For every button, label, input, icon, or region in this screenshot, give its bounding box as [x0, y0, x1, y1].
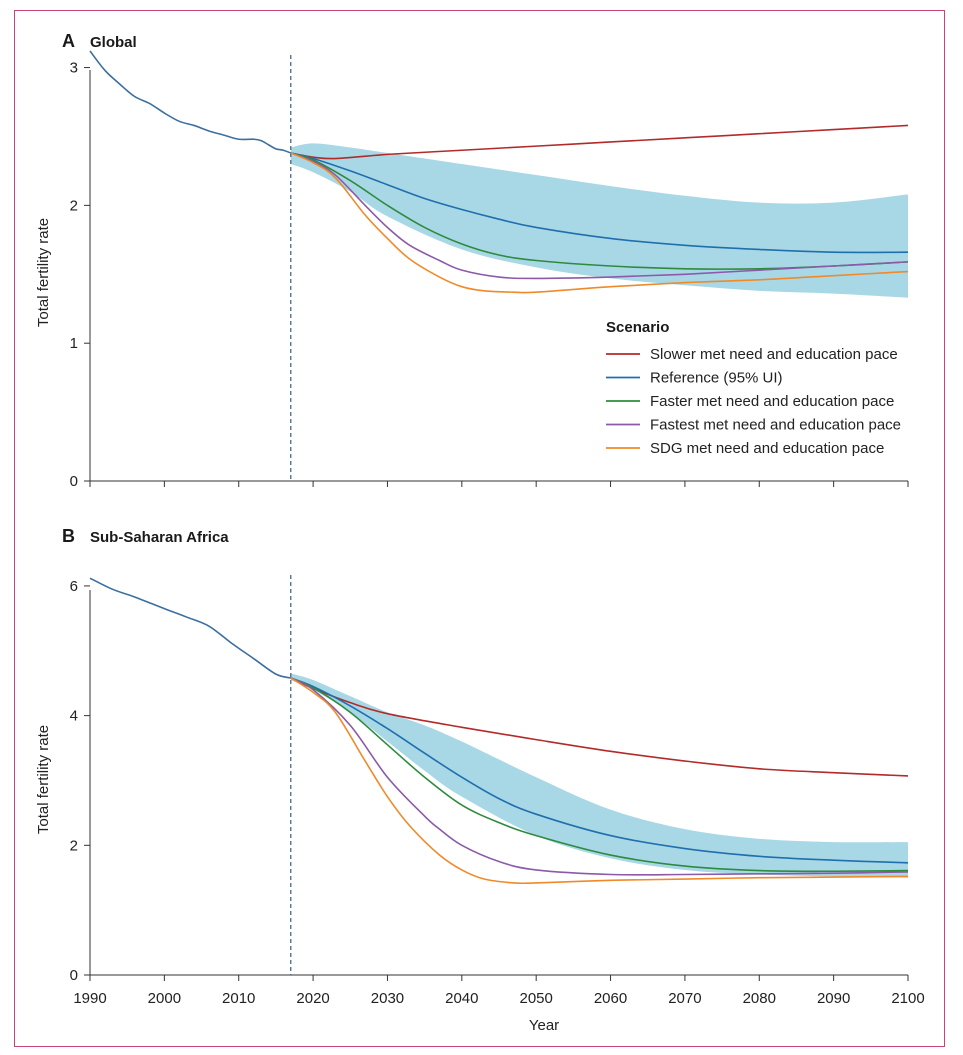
panel-a-series-slower-met-need-and-education-pace	[290, 124, 909, 160]
panel-b-series-slower-met-need-and-education-pace	[290, 677, 909, 777]
panel-b-x-tick-label: 2010	[222, 990, 255, 1007]
panel-a-plot: 0 1 2 3 Total fertility rate	[35, 50, 909, 490]
panel-a-y-tick-label: 3	[70, 60, 78, 77]
panel-a-series-sdg-met-need-and-education-pace	[290, 152, 909, 294]
panel-b-x-tick-label: 2000	[148, 990, 181, 1007]
panel-a-y-axis-label: Total fertility rate	[35, 218, 52, 327]
legend-label-reference-95-ui: Reference (95% UI)	[650, 370, 783, 387]
legend-label-slower-met-need-and-education-pace: Slower met need and education pace	[650, 346, 898, 363]
panel-b-x-tick-label: 1990	[73, 990, 106, 1007]
panel-b-series-fastest-met-need-and-education-pace	[290, 677, 909, 876]
panel-a-historical-line	[89, 50, 292, 154]
panel-b-x-tick-label: 2100	[891, 990, 924, 1007]
panel-b-x-tick-label: 2030	[371, 990, 404, 1007]
legend-label-fastest-met-need-and-education-pace: Fastest met need and education pace	[650, 417, 901, 434]
panel-b-uncertainty-band	[290, 673, 908, 878]
panel-a-y-tick-label: 1	[70, 335, 78, 352]
panel-a-series-fastest-met-need-and-education-pace	[290, 152, 909, 280]
panel-a-series-faster-met-need-and-education-pace	[290, 152, 909, 270]
panel-b-x-axis-label: Year	[529, 1017, 559, 1034]
panel-b-x-tick-label: 2050	[519, 990, 552, 1007]
panel-b-y-tick-label: 2	[70, 837, 78, 854]
panel-b-y-axis-label: Total fertility rate	[35, 725, 52, 834]
panel-b-historical-line	[89, 577, 291, 679]
panel-b-x-tick-label: 2040	[445, 990, 478, 1007]
panel-b-title: Sub-Saharan Africa	[90, 529, 229, 546]
panel-a-series-reference-95-ui	[290, 152, 909, 254]
panel-a-y-tick-label: 2	[70, 197, 78, 214]
legend: Scenario Slower met need and education pa…	[606, 319, 901, 457]
panel-b-y-tick-label: 0	[70, 967, 78, 984]
legend-title: Scenario	[606, 319, 669, 336]
legend-label-sdg-met-need-and-education-pace: SDG met need and education pace	[650, 440, 884, 457]
panel-b-x-tick-label: 2070	[668, 990, 701, 1007]
panel-b-x-tick-label: 2060	[594, 990, 627, 1007]
panel-b-letter: B	[62, 526, 75, 546]
panel-a-letter: A	[62, 31, 75, 51]
figure-frame	[14, 10, 945, 1047]
panel-b-series-sdg-met-need-and-education-pace	[290, 677, 909, 885]
panel-a-uncertainty-band	[290, 143, 908, 298]
panel-a-y-tick-label: 0	[70, 473, 78, 490]
panel-b-y-tick-label: 4	[70, 708, 78, 725]
panel-b-series-reference-95-ui	[290, 677, 909, 864]
panel-b-x-tick-label: 2020	[296, 990, 329, 1007]
panel-b-x-tick-label: 2090	[817, 990, 850, 1007]
panel-b-series-faster-met-need-and-education-pace	[290, 677, 909, 873]
panel-b-x-tick-label: 2080	[743, 990, 776, 1007]
legend-label-faster-met-need-and-education-pace: Faster met need and education pace	[650, 393, 894, 410]
panel-b-plot: 0 2 4 6 1990 2000 2010 2020 2030 2040 2050 2060 2070…	[35, 575, 925, 1034]
panel-a-title: Global	[90, 34, 137, 51]
panel-b-y-tick-label: 6	[70, 578, 78, 595]
